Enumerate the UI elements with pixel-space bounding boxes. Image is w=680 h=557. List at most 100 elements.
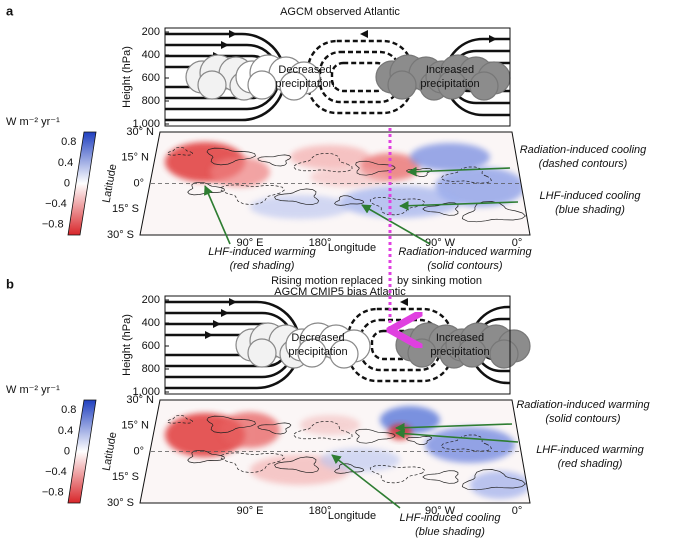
- annotation-note: (solid contours): [545, 413, 621, 425]
- shading: [290, 145, 370, 169]
- contour: [166, 146, 194, 156]
- shading: [210, 157, 270, 187]
- flow-arrow: [221, 41, 229, 49]
- cloud-puff: [387, 70, 417, 100]
- cloud-puff: [247, 70, 277, 100]
- contour: [292, 420, 353, 441]
- lat-axis-label: Latitude: [101, 163, 120, 204]
- annotation-arrow: [407, 166, 511, 177]
- contour: [274, 188, 320, 205]
- contour: [405, 436, 433, 445]
- cloud-label: Decreased: [291, 332, 344, 344]
- annotation-note: (blue shading): [555, 204, 625, 216]
- annotation: Radiation-induced warming: [516, 399, 650, 411]
- annotation: Radiation-induced cooling: [520, 144, 647, 156]
- map-field: [140, 132, 530, 235]
- annotation-note: (red shading): [558, 458, 623, 470]
- y-tick-label: 800: [142, 95, 160, 107]
- flow-arrow: [229, 298, 237, 306]
- flow-arrow: [360, 30, 368, 38]
- colorbar-tick-label: 0.8: [61, 404, 76, 416]
- shading: [425, 427, 515, 463]
- y-axis-label: Height (hPa): [121, 46, 133, 108]
- cloud-puff: [437, 70, 467, 100]
- y-tick-label: 800: [142, 363, 160, 375]
- colorbar-unit: W m⁻² yr⁻¹: [6, 384, 60, 396]
- annotation: LHF-induced cooling: [400, 512, 502, 524]
- lon-tick-label: 180°: [309, 237, 332, 249]
- cloud-puff: [329, 339, 359, 369]
- transition-label: Rising motion replaced: [271, 275, 383, 287]
- cloud-puff: [489, 339, 519, 369]
- annotation-note: (blue shading): [415, 526, 485, 538]
- lat-tick-label: 30° N: [126, 126, 154, 138]
- contour: [257, 154, 292, 167]
- annotation-arrow: [399, 200, 519, 211]
- contour: [187, 449, 225, 464]
- map-frame: [139, 131, 531, 236]
- lon-tick-label: 0°: [512, 505, 523, 517]
- contour: [166, 414, 194, 424]
- y-tick-label: 200: [142, 26, 160, 38]
- cloud-puff: [457, 338, 487, 368]
- contour: [206, 415, 256, 434]
- contour: [440, 434, 492, 452]
- flow-arrow: [489, 35, 497, 43]
- vertical-section: Decreased precipitation Increased precipita…: [164, 295, 531, 395]
- contour: [461, 469, 526, 491]
- cloud-label: Increased: [436, 332, 484, 344]
- contour: [206, 147, 256, 166]
- annotation-note: (solid contours): [427, 260, 503, 272]
- annotation: Radiation-induced warming: [398, 246, 532, 258]
- lat-tick-label: 0°: [133, 445, 144, 457]
- lat-tick-label: 30° S: [107, 497, 134, 509]
- panel-title: AGCM observed Atlantic: [280, 6, 400, 18]
- section-frame: [164, 295, 511, 395]
- contour: [220, 184, 285, 206]
- lat-axis-label: Latitude: [101, 431, 120, 472]
- lon-tick-label: 0°: [512, 237, 523, 249]
- lon-tick-label: 180°: [309, 505, 332, 517]
- flow-arrow: [400, 298, 408, 306]
- shading: [320, 448, 400, 472]
- annotation-arrow: [361, 204, 431, 245]
- panel-label: b: [6, 276, 14, 291]
- shading: [250, 195, 350, 219]
- shading: [220, 412, 280, 448]
- cloud-label: precipitation: [420, 78, 479, 90]
- transition-label: by sinking motion: [397, 275, 482, 287]
- vertical-section: Decreased precipitation Increased precipita…: [164, 27, 511, 127]
- colorbar-tick-label: −0.8: [42, 219, 64, 231]
- cloud-puff: [279, 71, 309, 101]
- cloud-puff: [247, 338, 277, 368]
- contour: [292, 152, 353, 173]
- annotation: LHF-induced cooling: [540, 190, 642, 202]
- colorbar-tick-label: −0.4: [45, 466, 67, 478]
- lon-tick-label: 90° E: [236, 237, 263, 249]
- lon-tick-label: 90° W: [425, 237, 456, 249]
- cloud-label: precipitation: [275, 78, 334, 90]
- colorbar-unit: W m⁻² yr⁻¹: [6, 116, 60, 128]
- colorbar-tick-label: 0: [64, 177, 70, 189]
- y-axis-label: Height (hPa): [121, 314, 133, 376]
- contour: [369, 465, 426, 484]
- y-tick-label: 1,000: [132, 386, 160, 398]
- y-tick-label: 200: [142, 294, 160, 306]
- cloud-label: Increased: [426, 64, 474, 76]
- lon-tick-label: 90° E: [236, 505, 263, 517]
- shading: [340, 186, 460, 218]
- cloud-puff: [297, 338, 327, 368]
- contour: [220, 452, 285, 474]
- panel-label: a: [6, 3, 14, 18]
- annotation-arrow: [395, 422, 513, 433]
- flow-arrow: [205, 331, 213, 339]
- colorbar-tick-label: 0.4: [58, 425, 73, 437]
- annotation-arrow: [204, 185, 231, 245]
- contour: [355, 160, 396, 176]
- flow-arrow: [514, 303, 522, 311]
- map-frame: [139, 399, 531, 504]
- cloud-label: precipitation: [288, 346, 347, 358]
